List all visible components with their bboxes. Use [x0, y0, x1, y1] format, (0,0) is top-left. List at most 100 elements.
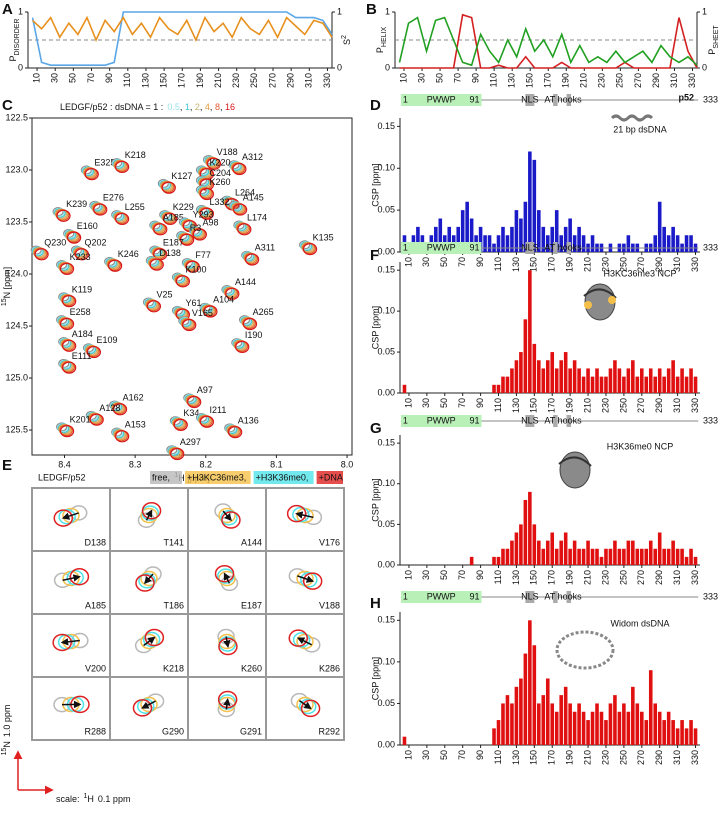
- peak-label: V25: [157, 289, 173, 299]
- bar: [514, 686, 519, 745]
- y-tick-label: 1: [385, 6, 390, 16]
- bar: [666, 711, 671, 745]
- contour: [221, 511, 241, 529]
- x-tick-label: 10: [403, 570, 413, 580]
- contour: [104, 256, 116, 267]
- bar: [514, 210, 519, 252]
- contour: [109, 400, 121, 410]
- bar: [554, 210, 559, 252]
- x-tick-label: 30: [421, 750, 431, 760]
- bar: [528, 620, 532, 745]
- bar: [613, 360, 617, 393]
- dna-icon: [610, 114, 654, 122]
- label-part: 1: [84, 793, 88, 800]
- legend-label: +H3KC36me3,: [187, 472, 246, 482]
- contour: [239, 315, 251, 325]
- y-tick-label: 0.05: [377, 519, 395, 529]
- x-tick-label: 310: [669, 73, 679, 88]
- label-part: SHEET: [713, 25, 720, 49]
- peak-label: F77: [195, 250, 211, 260]
- bar: [671, 360, 675, 393]
- x-tick-label: 330: [690, 750, 700, 765]
- shift-arrow: [145, 509, 153, 521]
- contour: [171, 272, 184, 282]
- shift-arrow: [223, 572, 231, 584]
- cell-label: D138: [84, 537, 106, 547]
- bar: [514, 532, 519, 565]
- bar: [545, 678, 550, 745]
- bar: [545, 540, 550, 565]
- bar: [622, 376, 626, 393]
- y-tick-label: 0: [385, 62, 390, 72]
- contour: [166, 445, 178, 455]
- x-tick-label: 130: [511, 257, 521, 272]
- label-part: 15: [1, 748, 8, 756]
- contour: [188, 225, 201, 235]
- chart-title: LEDGF/p52 : dsDNA = 1 :0.5, 1, 2, 4, 8, …: [60, 102, 235, 112]
- bar: [644, 548, 649, 565]
- x-tick-label: 70: [86, 73, 96, 83]
- peak-label: V165: [192, 308, 213, 318]
- x-tick-label: 230: [600, 398, 610, 413]
- x-tick-label: 130: [507, 73, 517, 88]
- motif-box: [525, 94, 535, 106]
- separator: ,: [200, 102, 205, 112]
- x-tick-label: 50: [439, 257, 449, 267]
- y-tick-label: 0: [702, 62, 707, 72]
- bar: [666, 235, 671, 252]
- x-tick-label: 270: [636, 398, 646, 413]
- x-tick-label: 190: [565, 398, 575, 413]
- y-axis-label: PHELIX: [375, 27, 388, 54]
- bar: [635, 703, 640, 745]
- x-tick-label: 330: [687, 73, 697, 88]
- bar: [483, 235, 487, 252]
- bar: [693, 728, 698, 745]
- label-part: LEDGF/p52 : dsDNA = 1 :: [60, 102, 163, 112]
- annotation: H3KC36me3 NCP: [603, 268, 676, 278]
- peak-label: R3: [190, 223, 202, 233]
- shift-arrow: [62, 574, 81, 582]
- bar: [622, 548, 626, 565]
- contour: [58, 292, 70, 302]
- x-tick-label: 10: [403, 257, 413, 267]
- bar: [675, 235, 680, 252]
- x-tick-label: 8.2: [200, 459, 213, 469]
- bar: [662, 226, 666, 252]
- contour: [140, 696, 158, 713]
- protein-label: p52: [678, 92, 694, 102]
- bar: [590, 235, 595, 252]
- x-tick-label: 330: [690, 570, 700, 585]
- peak: [161, 181, 176, 194]
- bar: [657, 711, 662, 745]
- bar: [496, 384, 501, 393]
- y-tick-label: 0: [337, 62, 342, 72]
- x-tick-label: 30: [421, 570, 431, 580]
- bar: [572, 360, 577, 393]
- legend-label: +DNA: [319, 472, 343, 482]
- bar: [581, 235, 586, 252]
- motif-box: [525, 242, 535, 254]
- contour: [221, 195, 233, 205]
- bar: [684, 556, 689, 565]
- bar: [586, 368, 590, 393]
- bar: [577, 548, 581, 565]
- bar: [510, 368, 514, 393]
- n-scale-label: 15N 1.0 ppm: [1, 705, 12, 756]
- bar: [684, 376, 689, 393]
- cell-label: T186: [163, 600, 184, 610]
- panel-letter: G: [370, 420, 382, 437]
- y-tick-label: 0.05: [377, 698, 395, 708]
- peak-label: L255: [125, 202, 145, 212]
- bar: [541, 548, 546, 565]
- x-tick-label: 8.3: [129, 459, 142, 469]
- legend-swatch: [253, 471, 314, 484]
- contour: [70, 245, 83, 255]
- axes: [399, 262, 700, 394]
- domain-end: 91: [469, 415, 479, 425]
- x-tick-label: 70: [457, 398, 467, 408]
- contour: [52, 207, 64, 217]
- y-tick-label: 0: [18, 62, 23, 72]
- x-tick-label: 290: [654, 750, 664, 765]
- peak: [84, 168, 99, 181]
- contour: [231, 338, 243, 348]
